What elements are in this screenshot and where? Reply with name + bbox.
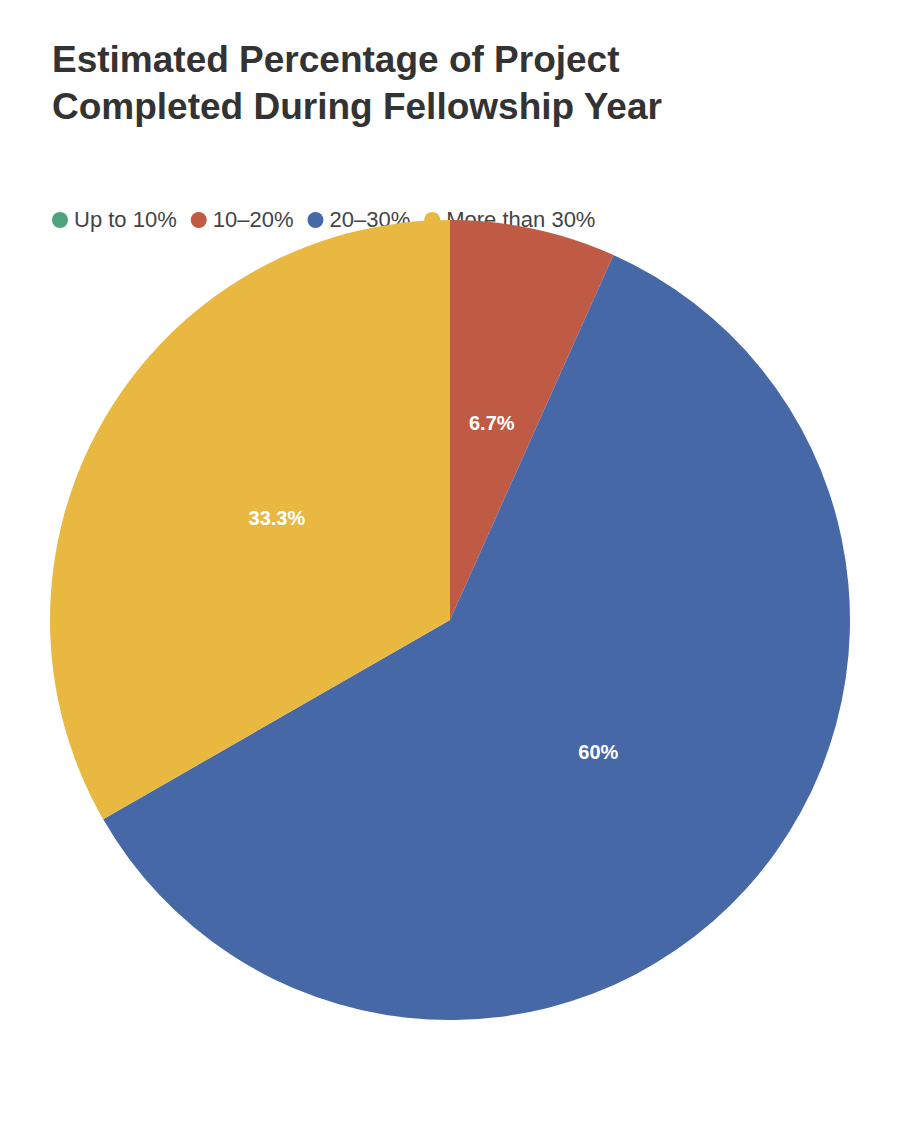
data-labels: 6.7% 60% 33.3% [249, 412, 619, 764]
data-label: 6.7% [469, 412, 515, 434]
title: Estimated Percentage of ProjectCompleted… [52, 39, 662, 127]
pie [50, 220, 850, 1020]
legend-swatch [307, 212, 323, 228]
legend-label: 10–20% [213, 207, 294, 232]
legend-label: Up to 10% [74, 207, 177, 232]
chart: Estimated Percentage of ProjectCompleted… [0, 0, 900, 1142]
legend-item: 10–20% [191, 207, 294, 232]
legend-swatch [191, 212, 207, 228]
legend-swatch [52, 212, 68, 228]
data-label: 33.3% [249, 507, 306, 529]
pie-slice [50, 220, 450, 819]
legend-item: Up to 10% [52, 207, 177, 232]
data-label: 60% [578, 741, 618, 763]
